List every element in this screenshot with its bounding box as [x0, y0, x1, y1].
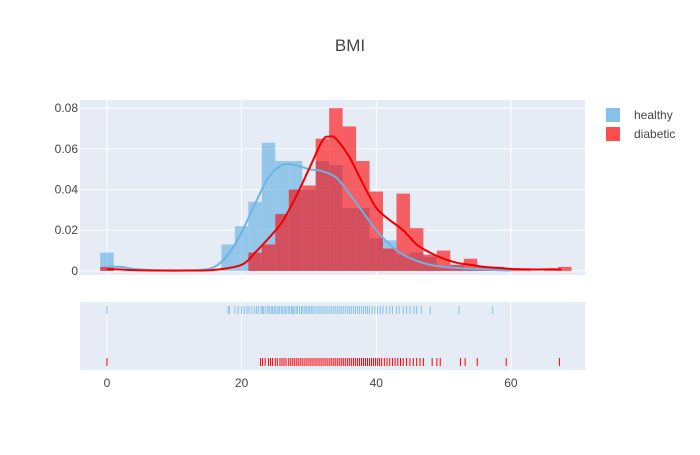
- density-curve-diabetic: [106, 135, 562, 272]
- rug-plot-background: [80, 302, 585, 370]
- histogram-bar-diabetic[interactable]: [302, 185, 316, 271]
- histogram-bar-diabetic[interactable]: [356, 161, 370, 271]
- histogram-bar-healthy[interactable]: [261, 142, 276, 271]
- legend-item-diabetic[interactable]: diabetic: [606, 127, 675, 141]
- chart-title: BMI: [335, 36, 365, 55]
- histogram-bar-diabetic[interactable]: [248, 252, 262, 271]
- histogram-bar-diabetic[interactable]: [396, 193, 410, 271]
- y-tick-label: 0.08: [55, 101, 79, 115]
- histogram-bar-diabetic[interactable]: [315, 138, 330, 271]
- x-tick-label: 60: [504, 376, 518, 390]
- histogram-bar-diabetic[interactable]: [423, 254, 437, 271]
- histogram-bar-diabetic[interactable]: [288, 189, 303, 271]
- histogram-bar-diabetic[interactable]: [261, 244, 276, 271]
- histogram-bar-diabetic[interactable]: [490, 266, 505, 271]
- histogram-bar-diabetic[interactable]: [409, 228, 424, 271]
- y-tick-label: 0.06: [55, 142, 79, 156]
- histogram-bar-diabetic[interactable]: [558, 266, 572, 271]
- y-tick-label: 0.02: [55, 223, 79, 237]
- x-tick-label: 40: [370, 376, 384, 390]
- legend-swatch-diabetic: [606, 127, 620, 141]
- histogram-bar-diabetic[interactable]: [329, 108, 343, 271]
- y-tick-label: 0.04: [55, 183, 79, 197]
- rug-marks: [106, 306, 560, 366]
- x-axis-tick-labels: 0 20 40 60: [104, 376, 518, 390]
- y-tick-label: 0: [71, 264, 78, 278]
- y-axis-tick-labels: 0 0.02 0.04 0.06 0.08: [55, 101, 79, 278]
- histogram-bar-diabetic[interactable]: [383, 248, 397, 271]
- legend-swatch-healthy: [606, 108, 620, 122]
- legend-label-healthy: healthy: [634, 108, 673, 122]
- x-tick-label: 20: [235, 376, 249, 390]
- legend-label-diabetic: diabetic: [634, 127, 675, 141]
- density-curves: [106, 135, 562, 272]
- legend-item-healthy[interactable]: healthy: [606, 108, 673, 122]
- legend[interactable]: healthy diabetic: [606, 108, 675, 141]
- x-tick-label: 0: [104, 376, 111, 390]
